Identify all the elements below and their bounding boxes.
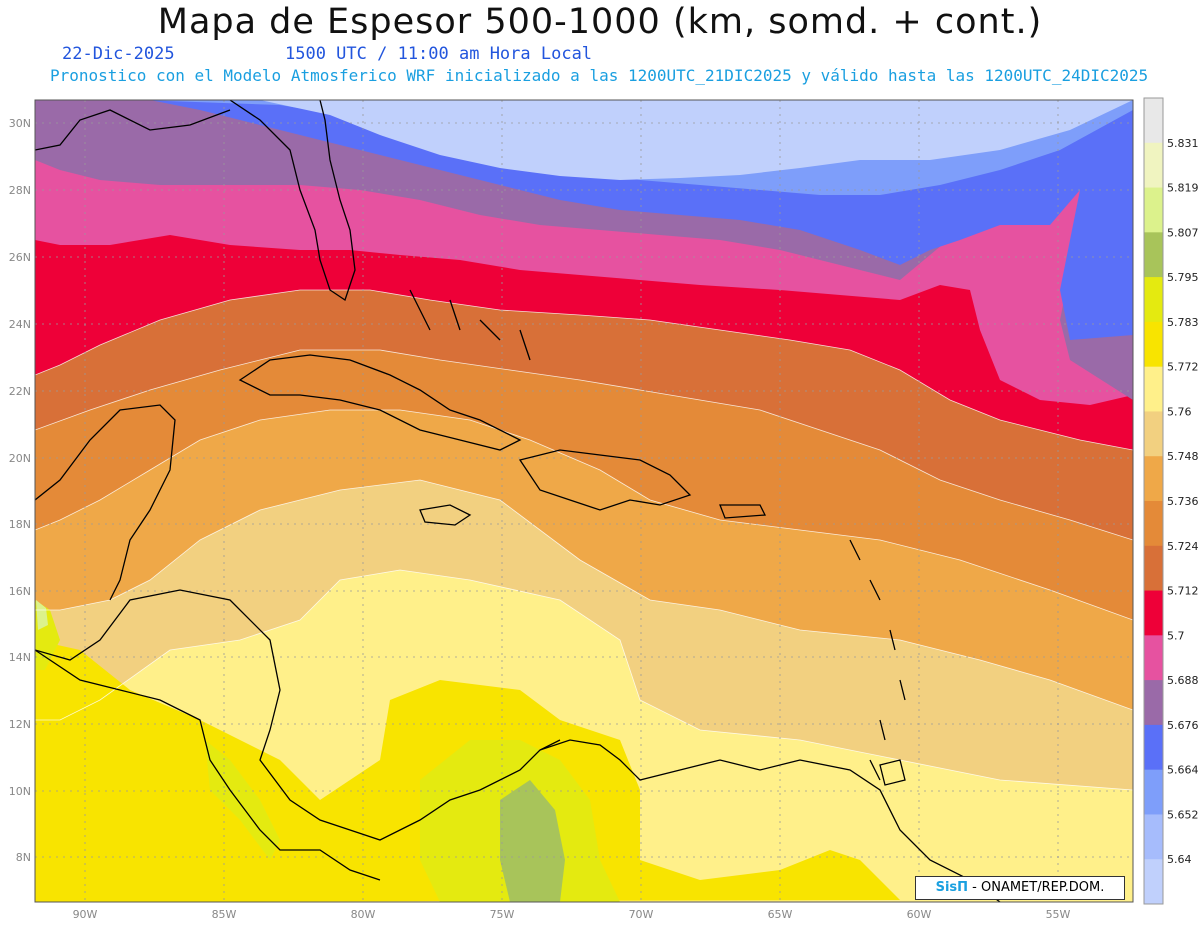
- colorbar-swatch: [1144, 769, 1163, 815]
- colorbar-level-label: 5.64: [1167, 853, 1192, 866]
- colorbar-swatch: [1144, 814, 1163, 860]
- colorbar-swatch: [1144, 277, 1163, 323]
- lat-labels: 30N 28N 26N 24N 22N 20N 18N 16N 14N 12N …: [9, 117, 31, 864]
- cuba-coast: [238, 354, 522, 451]
- model-subtitle: Pronostico con el Modelo Atmosferico WRF…: [50, 66, 1149, 85]
- lon-labels: 90W 85W 80W 75W 70W 65W 60W 55W: [73, 908, 1071, 921]
- colorbar-level-label: 5.783: [1167, 316, 1199, 329]
- colorbar-level-label: 5.736: [1167, 495, 1199, 508]
- colorbar-swatch: [1144, 545, 1163, 592]
- lon-label: 75W: [490, 908, 515, 921]
- colorbar-level-label: 5.7: [1167, 629, 1185, 642]
- map-title: Mapa de Espesor 500-1000 (km, somd. + co…: [157, 2, 1043, 42]
- colorbar-swatch: [1144, 501, 1163, 547]
- bahamas-coast: [409, 289, 531, 361]
- forecast-time: 1500 UTC / 11:00 am Hora Local: [285, 44, 593, 64]
- lat-label: 24N: [9, 318, 31, 331]
- colorbar-level-label: 5.772: [1167, 361, 1199, 374]
- credit-text: - ONAMET/REP.DOM.: [972, 880, 1105, 895]
- colorbar-swatch: [1144, 187, 1163, 233]
- lat-label: 30N: [9, 117, 31, 130]
- band-5640: [260, 100, 1133, 180]
- band-5795-coast: [205, 740, 280, 860]
- colorbar-level-label: 5.712: [1167, 585, 1199, 598]
- lesser-antilles-coast: [849, 539, 906, 781]
- band-5819-spot: [36, 600, 48, 630]
- florida-coast: [229, 100, 356, 302]
- colorbar-level-label: 5.652: [1167, 808, 1199, 821]
- colorbar-level-label: 5.831: [1167, 137, 1199, 150]
- lon-label: 55W: [1046, 908, 1071, 921]
- yucatan-coast: [35, 404, 176, 601]
- colorbar-swatch: [1144, 590, 1163, 636]
- lat-label: 18N: [9, 518, 31, 531]
- colorbar-swatch: [1144, 321, 1163, 368]
- band-5807-south: [500, 780, 565, 902]
- pacific-coast: [35, 649, 381, 881]
- lon-label: 65W: [768, 908, 793, 921]
- colorbar: 5.831 5.819 5.807 5.795 5.783 5.772 5.76 5.748 5…: [1143, 97, 1199, 905]
- colorbar-swatch: [1144, 635, 1163, 681]
- colorbar-swatch: [1144, 456, 1163, 502]
- colorbar-level-label: 5.76: [1167, 405, 1192, 418]
- lat-label: 26N: [9, 251, 31, 264]
- colorbar-swatch: [1144, 98, 1163, 144]
- colorbar-swatch: [1144, 366, 1163, 412]
- jamaica-coast: [419, 504, 472, 526]
- coastlines: [35, 100, 1001, 902]
- lat-label: 8N: [16, 851, 31, 864]
- map-frame: [34, 99, 1134, 903]
- colorbar-swatch: [1144, 859, 1163, 905]
- lat-label: 14N: [9, 651, 31, 664]
- forecast-date: 22-Dic-2025: [62, 44, 175, 64]
- sispi-logo: SisΠ: [935, 880, 969, 895]
- colorbar-swatch: [1144, 680, 1163, 726]
- lon-label: 85W: [212, 908, 237, 921]
- colorbar-level-label: 5.664: [1167, 764, 1199, 777]
- colorbar-level-label: 5.819: [1167, 182, 1199, 195]
- colorbar-level-label: 5.676: [1167, 719, 1199, 732]
- trinidad-coast: [879, 759, 906, 786]
- lat-label: 12N: [9, 718, 31, 731]
- lat-label: 28N: [9, 184, 31, 197]
- colorbar-swatch: [1144, 411, 1163, 457]
- colorbar-level-label: 5.724: [1167, 540, 1199, 553]
- puerto-rico-coast: [719, 504, 767, 519]
- lat-label: 10N: [9, 785, 31, 798]
- colorbar-swatch: [1144, 724, 1163, 771]
- colorbar-frame: [1143, 97, 1164, 905]
- colorbar-level-label: 5.807: [1167, 226, 1199, 239]
- colorbar-level-label: 5.748: [1167, 450, 1199, 463]
- thickness-field: [35, 100, 1133, 902]
- lat-label: 22N: [9, 385, 31, 398]
- south-america-coast: [539, 739, 1001, 902]
- lon-label: 80W: [351, 908, 376, 921]
- colorbar-level-label: 5.795: [1167, 271, 1199, 284]
- lon-label: 70W: [629, 908, 654, 921]
- lat-label: 20N: [9, 452, 31, 465]
- colorbar-swatch: [1144, 142, 1163, 189]
- credit-box: SisΠ - ONAMET/REP.DOM.: [915, 876, 1125, 900]
- lat-label: 16N: [9, 585, 31, 598]
- colorbar-level-label: 5.688: [1167, 674, 1199, 687]
- colorbar-swatch: [1144, 232, 1163, 278]
- central-america-coast: [35, 589, 561, 841]
- hispaniola-coast: [518, 449, 692, 511]
- lon-label: 60W: [907, 908, 932, 921]
- gulf-coast: [35, 109, 231, 151]
- graticule: [35, 100, 1133, 902]
- lon-label: 90W: [73, 908, 98, 921]
